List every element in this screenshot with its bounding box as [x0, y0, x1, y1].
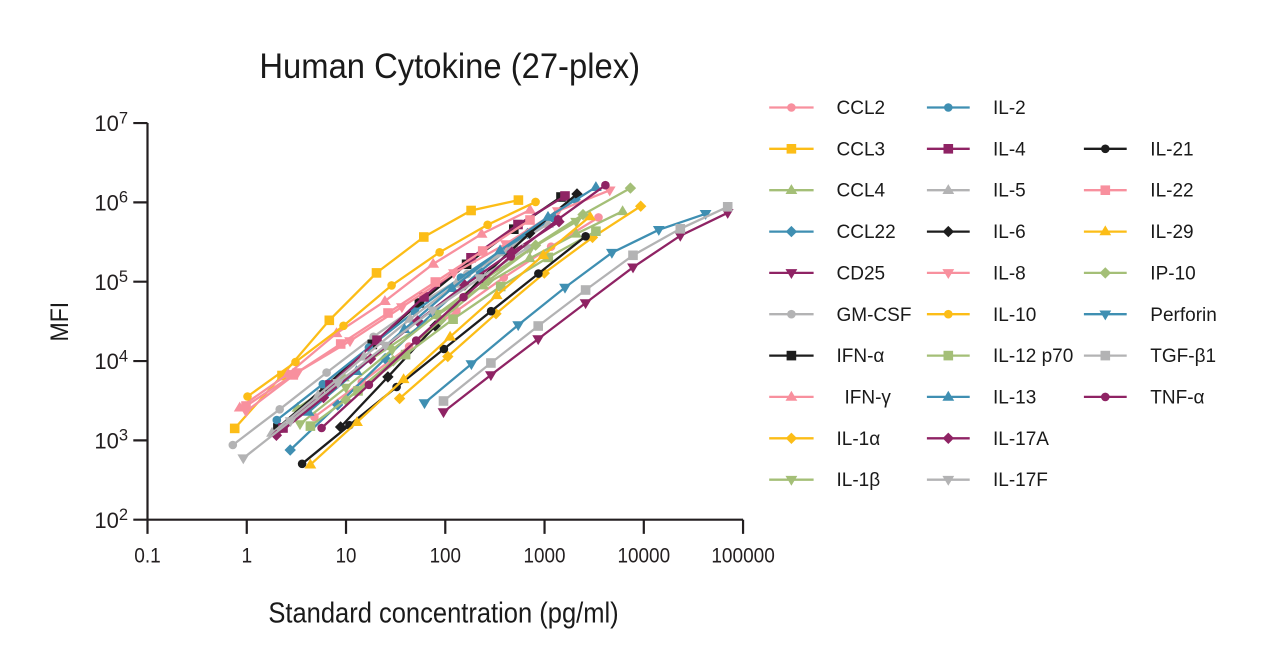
- svg-text:IL-1β: IL-1β: [837, 470, 881, 491]
- svg-text:IL-5: IL-5: [993, 181, 1026, 202]
- svg-text:1: 1: [241, 544, 252, 568]
- svg-text:Perforin: Perforin: [1150, 305, 1217, 326]
- svg-text:GM-CSF: GM-CSF: [837, 305, 912, 326]
- svg-text:IFN-γ: IFN-γ: [845, 387, 892, 408]
- svg-text:1000: 1000: [524, 544, 566, 568]
- svg-text:10000: 10000: [618, 544, 671, 568]
- svg-text:IFN-α: IFN-α: [837, 346, 885, 367]
- svg-text:100000: 100000: [711, 544, 775, 568]
- svg-text:IL-21: IL-21: [1150, 139, 1193, 160]
- svg-text:IL-22: IL-22: [1150, 181, 1193, 202]
- svg-text:IL-13: IL-13: [993, 387, 1036, 408]
- svg-text:0.1: 0.1: [134, 544, 161, 568]
- svg-text:IL-1α: IL-1α: [837, 429, 881, 450]
- svg-text:IL-10: IL-10: [993, 305, 1036, 326]
- svg-text:CCL22: CCL22: [837, 222, 896, 243]
- svg-text:IL-29: IL-29: [1150, 222, 1193, 243]
- svg-text:CCL3: CCL3: [837, 139, 886, 160]
- svg-text:CCL2: CCL2: [837, 98, 886, 119]
- svg-text:CD25: CD25: [837, 263, 886, 284]
- svg-text:CCL4: CCL4: [837, 181, 886, 202]
- svg-text:IL-17F: IL-17F: [993, 470, 1048, 491]
- svg-text:IL-6: IL-6: [993, 222, 1026, 243]
- svg-text:TGF-β1: TGF-β1: [1150, 346, 1216, 367]
- svg-text:IP-10: IP-10: [1150, 263, 1195, 284]
- svg-text:MFI: MFI: [46, 302, 74, 342]
- svg-text:Human Cytokine (27-plex): Human Cytokine (27-plex): [259, 46, 640, 86]
- svg-text:IL-8: IL-8: [993, 263, 1026, 284]
- svg-text:IL-17A: IL-17A: [993, 429, 1049, 450]
- svg-text:IL-2: IL-2: [993, 98, 1026, 119]
- svg-text:100: 100: [430, 544, 461, 568]
- svg-text:IL-12 p70: IL-12 p70: [993, 346, 1073, 367]
- svg-text:Standard concentration (pg/ml): Standard concentration (pg/ml): [268, 598, 618, 630]
- svg-text:TNF-α: TNF-α: [1150, 387, 1204, 408]
- svg-text:IL-4: IL-4: [993, 139, 1026, 160]
- svg-text:10: 10: [336, 544, 357, 568]
